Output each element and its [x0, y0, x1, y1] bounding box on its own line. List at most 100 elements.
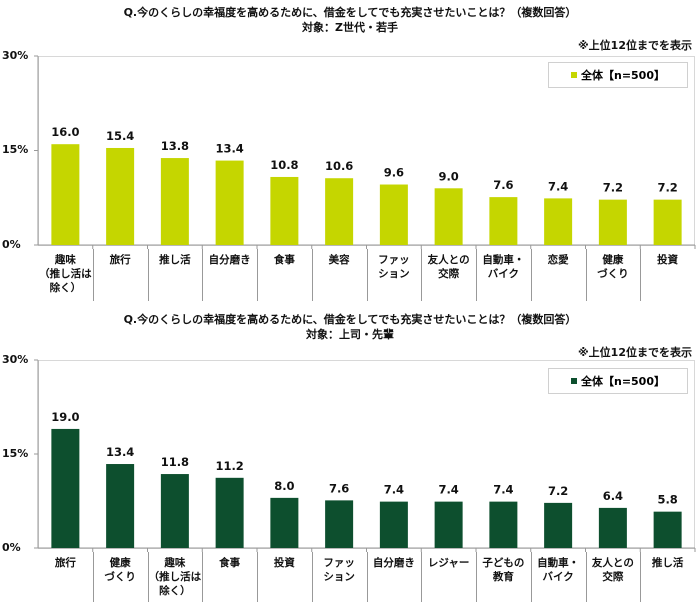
category-separator [92, 552, 94, 602]
data-label: 7.6 [329, 481, 349, 495]
category-separator [257, 249, 258, 301]
y-tick-30: 30% [2, 353, 29, 366]
bar [215, 160, 244, 245]
bar [489, 501, 518, 548]
data-label: 7.4 [384, 483, 404, 497]
bar [160, 158, 189, 245]
chart-subtitle: 対象：Z世代・若手 [302, 21, 398, 34]
category-label: 自動車・ バイク [537, 557, 580, 583]
data-label: 11.2 [215, 459, 243, 473]
chart-subtitle: 対象：上司・先輩 [306, 328, 394, 341]
data-label: 19.0 [51, 410, 79, 424]
category-label: 食事 [273, 254, 295, 266]
category-separator [202, 249, 204, 301]
category-separator [147, 249, 149, 301]
category-separator [421, 249, 423, 301]
chart-title: Q.今のくらしの幸福度を高めるために、借金をしてでも充実させたいことは？（複数回… [123, 6, 577, 19]
bar [544, 502, 573, 548]
data-label: 10.8 [270, 158, 298, 172]
category-separator [530, 249, 532, 301]
category-label: 推し活 [651, 557, 684, 569]
y-tick-30: 30% [2, 49, 29, 62]
category-label: ファッ ション [323, 557, 355, 583]
category-separator [92, 249, 94, 301]
category-separator [640, 249, 642, 301]
category-separator [640, 552, 642, 602]
bar [51, 144, 80, 245]
data-label: 7.2 [657, 181, 677, 195]
category-separator [421, 552, 423, 602]
data-label: 9.6 [384, 166, 404, 180]
bar [544, 198, 573, 245]
category-label: 友人との 交際 [591, 557, 634, 583]
category-separator [202, 552, 204, 602]
chart-note: ※上位12位までを表示 [577, 346, 692, 359]
category-label: 趣味 （推し活は 除く） [148, 557, 202, 597]
data-label: 7.4 [438, 483, 458, 497]
category-label: 食事 [219, 557, 241, 569]
y-tick-0: 0% [2, 238, 21, 251]
category-separator [366, 249, 368, 301]
bar [51, 428, 80, 548]
legend-swatch [570, 378, 577, 384]
category-label: 美容 [328, 254, 350, 266]
legend: 全体【n=500】 [548, 368, 688, 394]
category-label: 推し活 [159, 254, 191, 266]
category-label: ファッ ション [378, 254, 410, 280]
chart-title: Q.今のくらしの幸福度を高めるために、借金をしてでも充実させたいことは？（複数回… [123, 313, 577, 326]
category-separator [257, 552, 258, 602]
data-label: 9.0 [438, 169, 458, 183]
data-label: 7.6 [493, 178, 513, 192]
category-separator [530, 552, 532, 602]
data-label: 13.4 [215, 142, 243, 156]
bar [325, 500, 354, 548]
data-label: 7.4 [548, 179, 568, 193]
y-tick-0: 0% [2, 541, 21, 554]
bar [270, 176, 299, 245]
category-label: 投資 [657, 254, 679, 266]
data-label: 10.6 [325, 159, 353, 173]
bar [379, 184, 408, 245]
data-label: 15.4 [106, 129, 134, 143]
category-separator [311, 249, 313, 301]
data-label: 8.0 [274, 479, 294, 493]
legend-label: 全体【n=500】 [580, 69, 665, 82]
data-label: 13.4 [106, 445, 134, 459]
bar [434, 501, 463, 548]
bar [489, 197, 518, 245]
bar [106, 464, 135, 548]
data-label: 7.4 [493, 483, 513, 497]
data-label: 16.0 [51, 125, 79, 139]
legend-label: 全体【n=500】 [580, 375, 665, 388]
bar [160, 474, 189, 548]
category-separator [366, 552, 368, 602]
bar [215, 477, 244, 548]
data-label: 7.2 [603, 181, 623, 195]
category-separator [311, 552, 313, 602]
bar [379, 501, 408, 548]
category-separator [476, 552, 477, 602]
bar [106, 147, 135, 245]
bar [653, 199, 682, 245]
category-label: 投資 [273, 557, 295, 569]
chart-note: ※上位12位までを表示 [577, 39, 692, 52]
category-separator [585, 249, 587, 301]
bar [598, 199, 627, 245]
category-separator [476, 249, 477, 301]
data-label: 13.8 [161, 139, 189, 153]
category-label: 旅行 [109, 254, 131, 266]
category-label: 健康 づくり [104, 557, 136, 583]
legend: 全体【n=500】 [548, 62, 688, 88]
data-label: 7.2 [548, 484, 568, 498]
data-label: 6.4 [603, 489, 623, 503]
category-label: 健康 づくり [597, 254, 629, 280]
category-label: 恋愛 [547, 254, 569, 266]
data-label: 5.8 [657, 493, 677, 507]
category-label: レジャー [427, 557, 470, 569]
category-label: 趣味 （推し活は 除く） [39, 254, 92, 294]
y-tick-15: 15% [2, 447, 29, 460]
category-separator [147, 552, 149, 602]
category-label: 子どもの 教育 [482, 557, 525, 583]
